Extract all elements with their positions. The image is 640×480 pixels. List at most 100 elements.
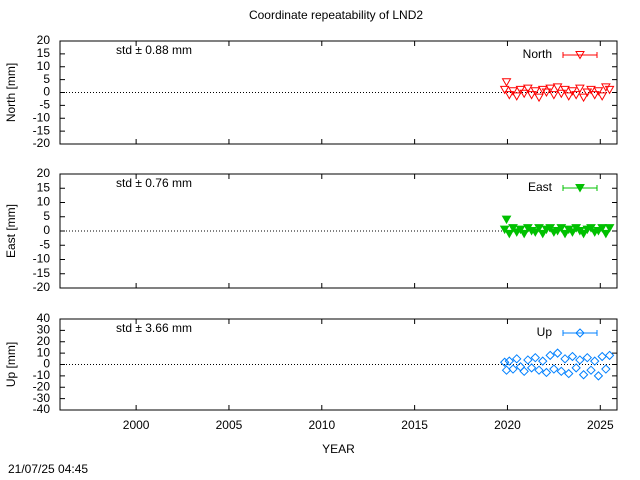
x-axis-label: YEAR — [322, 442, 355, 456]
marker — [600, 229, 611, 239]
marker — [501, 215, 512, 225]
y-tick-label: 5 — [43, 72, 50, 86]
marker — [534, 365, 544, 375]
marker — [534, 93, 544, 103]
y-tick-label: -10 — [33, 368, 51, 382]
y-tick-label: 5 — [43, 209, 50, 223]
timestamp: 21/07/25 04:45 — [8, 462, 88, 476]
marker — [589, 91, 600, 100]
chart-title: Coordinate repeatability of LND2 — [249, 8, 423, 22]
marker — [582, 352, 593, 363]
y-tick-label: -40 — [33, 402, 51, 416]
y-tick-label: -30 — [33, 391, 51, 405]
marker — [545, 350, 555, 361]
marker — [600, 83, 611, 92]
y-tick-label: -15 — [33, 123, 51, 137]
marker — [530, 87, 541, 96]
marker — [519, 89, 530, 99]
marker — [508, 87, 518, 96]
marker — [604, 85, 615, 95]
marker — [538, 356, 548, 366]
annotation: std ± 3.66 mm — [116, 321, 192, 335]
annotation: std ± 0.76 mm — [116, 176, 192, 190]
y-axis-label: Up [mm] — [4, 342, 18, 387]
marker — [578, 229, 589, 239]
marker — [545, 224, 556, 233]
marker — [537, 85, 548, 95]
x-tick-label: 2020 — [494, 418, 521, 432]
marker — [519, 229, 530, 239]
marker — [604, 224, 615, 233]
marker — [541, 367, 552, 378]
y-tick-label: -5 — [39, 237, 50, 251]
marker — [552, 83, 563, 92]
y-tick-label: 0 — [43, 357, 50, 371]
y-tick-label: -20 — [33, 136, 51, 150]
marker — [504, 91, 515, 100]
legend-label: East — [528, 180, 553, 194]
y-tick-label: 0 — [43, 85, 50, 99]
marker — [504, 229, 515, 239]
marker — [564, 368, 574, 379]
marker — [560, 85, 570, 95]
marker — [597, 224, 608, 233]
marker — [586, 85, 596, 95]
y-tick-label: -5 — [39, 98, 50, 112]
marker — [526, 91, 537, 100]
marker — [541, 88, 552, 98]
marker — [578, 370, 589, 380]
y-tick-label: 20 — [37, 33, 51, 47]
marker — [549, 91, 559, 100]
marker — [586, 365, 596, 375]
marker — [575, 355, 585, 365]
y-tick-label: 0 — [43, 223, 50, 237]
y-tick-label: 15 — [37, 46, 51, 60]
marker — [597, 92, 608, 101]
x-tick-label: 2025 — [587, 418, 614, 432]
marker — [586, 224, 596, 233]
marker — [590, 356, 600, 366]
marker — [537, 229, 548, 239]
y-tick-label: 20 — [37, 334, 51, 348]
y-tick-label: 30 — [37, 323, 51, 337]
marker — [560, 354, 570, 364]
marker — [556, 89, 567, 99]
y-tick-label: 10 — [37, 59, 51, 73]
y-tick-label: -10 — [33, 252, 51, 266]
marker — [604, 350, 615, 361]
marker — [549, 364, 559, 374]
marker — [530, 352, 541, 363]
legend-label: Up — [537, 325, 553, 339]
y-tick-label: -10 — [33, 110, 51, 124]
legend-label: North — [523, 47, 552, 61]
marker — [523, 355, 533, 365]
y-tick-label: 20 — [37, 166, 51, 180]
marker — [571, 91, 582, 100]
marker — [515, 362, 526, 372]
y-axis-label: East [mm] — [4, 204, 18, 258]
marker — [508, 364, 518, 374]
marker — [499, 225, 510, 235]
marker — [571, 363, 581, 373]
marker — [499, 85, 510, 95]
marker — [504, 356, 515, 366]
marker — [511, 92, 522, 101]
marker — [508, 224, 518, 233]
marker — [501, 365, 512, 375]
x-tick-label: 2000 — [123, 418, 150, 432]
y-axis-label: North [mm] — [4, 63, 18, 122]
marker — [582, 88, 593, 98]
marker — [530, 228, 541, 237]
marker — [593, 371, 604, 381]
marker — [597, 351, 607, 362]
y-tick-label: -15 — [33, 266, 51, 280]
marker — [526, 363, 537, 373]
legend-marker — [575, 184, 585, 193]
y-tick-label: 10 — [37, 195, 51, 209]
y-tick-label: 10 — [37, 345, 51, 359]
marker — [519, 366, 529, 377]
marker — [499, 357, 510, 367]
legend-marker — [575, 328, 585, 338]
marker — [567, 228, 578, 237]
